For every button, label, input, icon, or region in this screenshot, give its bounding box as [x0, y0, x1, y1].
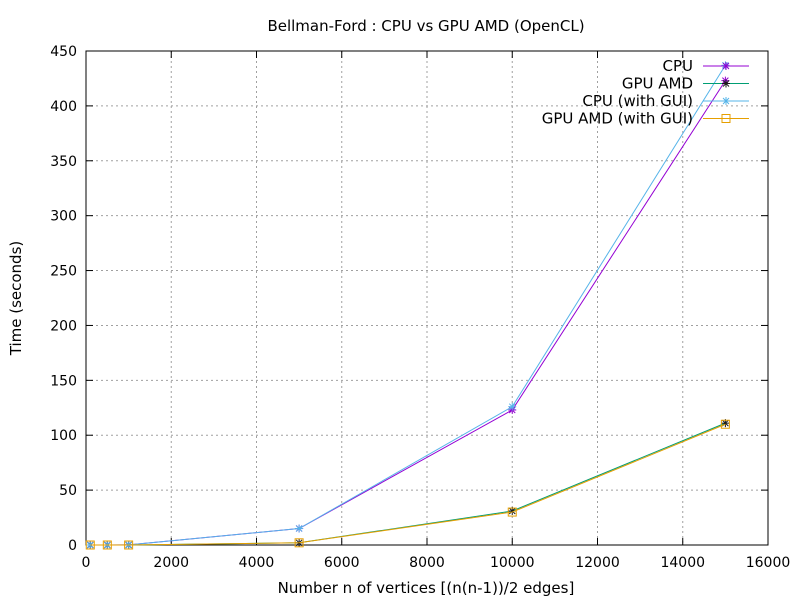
y-tick-label: 50: [59, 483, 77, 499]
series-line-cpu-with-gui: [90, 65, 726, 546]
x-axis-title: Number n of vertices [(n(n-1))/2 edges]: [278, 579, 575, 597]
x-tick-label: 6000: [324, 555, 360, 571]
grid-layer: [86, 51, 768, 545]
legend-item-cpu-with-gui: CPU (with GUI): [582, 92, 749, 110]
legend-marker: [722, 97, 730, 105]
data-point-gpu-amd-with-gui: [85, 540, 95, 550]
x-tick-label: 12000: [575, 555, 620, 571]
series-cpu-with-gui: [86, 61, 730, 549]
legend-marker: [722, 62, 730, 70]
y-tick-label: 450: [50, 44, 77, 60]
legend-marker: [722, 79, 730, 88]
y-tick-label: 0: [68, 538, 77, 554]
y-axis-title: Time (seconds): [7, 241, 25, 357]
series-gpu-amd-with-gui: [85, 419, 730, 550]
data-point-cpu-with-gui: [295, 524, 304, 533]
x-tick-label: 2000: [153, 555, 189, 571]
x-tick-label: 4000: [239, 555, 275, 571]
legend-label: GPU AMD (with GUI): [542, 110, 693, 128]
legend-item-gpu-amd-with-gui: GPU AMD (with GUI): [542, 110, 749, 128]
x-tick-label: 14000: [660, 555, 705, 571]
y-tick-label: 350: [50, 154, 77, 170]
y-tick-label: 150: [50, 373, 77, 389]
series-cpu: [86, 76, 730, 549]
x-tick-label: 16000: [746, 555, 791, 571]
data-point-gpu-amd-with-gui: [294, 538, 304, 548]
data-point-gpu-amd-with-gui: [720, 419, 730, 429]
legend-label: GPU AMD: [622, 75, 693, 93]
y-tick-label: 200: [50, 318, 77, 334]
data-point-gpu-amd-with-gui: [507, 507, 517, 517]
legend-label: CPU: [663, 57, 694, 75]
data-point-cpu-with-gui: [508, 402, 517, 411]
data-point-gpu-amd-with-gui: [124, 540, 134, 550]
y-tick-label: 100: [50, 428, 77, 444]
y-tick-label: 250: [50, 264, 77, 280]
x-tick-label: 0: [82, 555, 91, 571]
legend-item-cpu: CPU: [663, 57, 749, 75]
y-tick-label: 300: [50, 209, 77, 225]
chart-title: Bellman-Ford : CPU vs GPU AMD (OpenCL): [267, 17, 584, 35]
x-tick-label: 10000: [490, 555, 535, 571]
legend-marker: [721, 114, 731, 123]
data-point-gpu-amd-with-gui: [102, 540, 112, 550]
y-tick-label: 400: [50, 99, 77, 115]
legend-label: CPU (with GUI): [582, 92, 693, 110]
series-line-gpu-amd-with-gui: [90, 423, 726, 546]
series-layer: [85, 61, 730, 550]
x-tick-label: 8000: [409, 555, 445, 571]
legend-item-gpu-amd: GPU AMD: [622, 75, 749, 93]
series-gpu-amd: [86, 419, 730, 549]
axes-layer: 0 2000 4000 6000 8000 10000 12000 14000 16000 0 50…: [50, 44, 790, 571]
series-line-cpu: [90, 80, 726, 546]
